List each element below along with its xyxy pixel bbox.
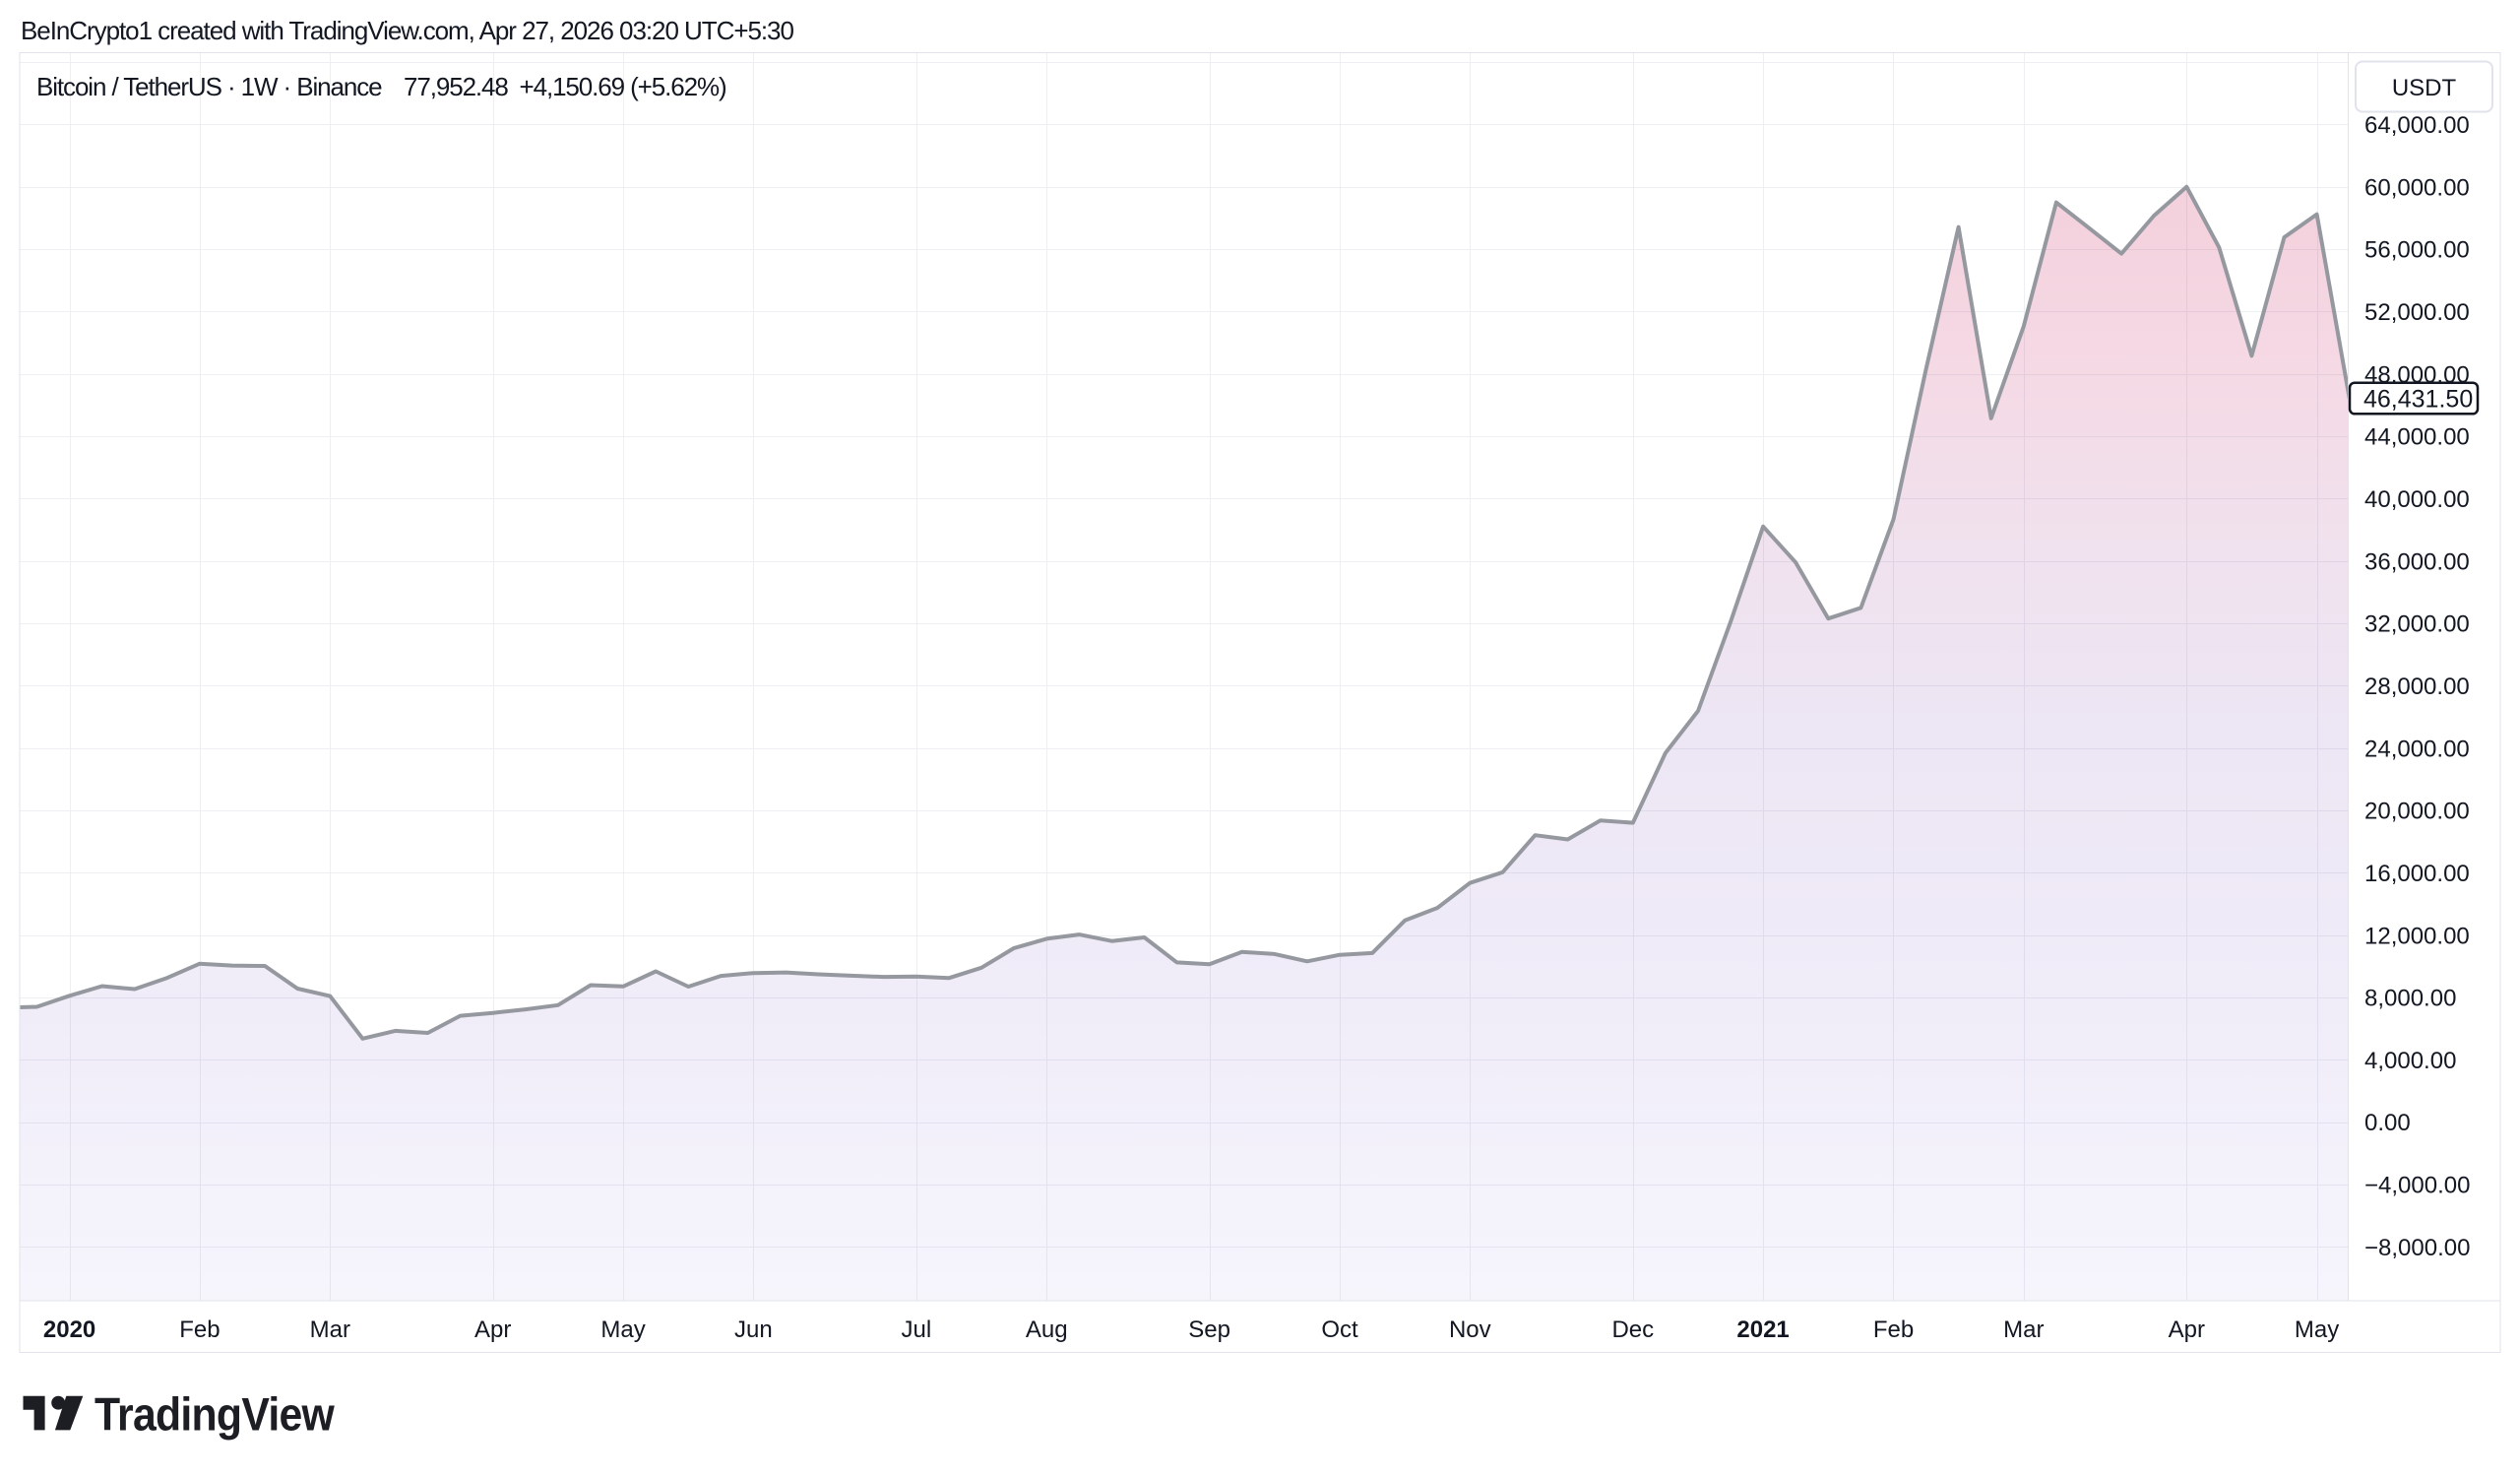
svg-text:Apr: Apr	[474, 1316, 511, 1343]
svg-text:56,000.00: 56,000.00	[2364, 237, 2470, 264]
svg-text:Oct: Oct	[1321, 1316, 1358, 1343]
svg-text:8,000.00: 8,000.00	[2364, 986, 2456, 1012]
svg-text:Feb: Feb	[179, 1316, 220, 1343]
svg-text:Mar: Mar	[310, 1316, 350, 1343]
svg-text:52,000.00: 52,000.00	[2364, 299, 2470, 326]
svg-text:24,000.00: 24,000.00	[2364, 736, 2470, 762]
svg-text:May: May	[600, 1316, 645, 1343]
svg-text:28,000.00: 28,000.00	[2364, 674, 2470, 700]
svg-text:36,000.00: 36,000.00	[2364, 548, 2470, 575]
svg-text:40,000.00: 40,000.00	[2364, 486, 2470, 513]
svg-text:Sep: Sep	[1188, 1316, 1230, 1343]
svg-text:Aug: Aug	[1026, 1316, 1068, 1343]
svg-text:Nov: Nov	[1449, 1316, 1491, 1343]
svg-text:−4,000.00: −4,000.00	[2364, 1173, 2470, 1199]
svg-text:12,000.00: 12,000.00	[2364, 923, 2470, 949]
svg-text:Apr: Apr	[2169, 1316, 2205, 1343]
svg-text:20,000.00: 20,000.00	[2364, 799, 2470, 825]
svg-text:2020: 2020	[43, 1316, 95, 1343]
svg-text:Dec: Dec	[1611, 1316, 1654, 1343]
svg-text:77,952.48: 77,952.48	[404, 72, 508, 101]
svg-text:Bitcoin / TetherUS · 1W · Bina: Bitcoin / TetherUS · 1W · Binance	[36, 72, 382, 101]
svg-text:Mar: Mar	[2003, 1316, 2044, 1343]
svg-text:Jun: Jun	[734, 1316, 773, 1343]
svg-text:May: May	[2295, 1316, 2339, 1343]
svg-text:TradingView: TradingView	[94, 1388, 336, 1441]
svg-text:BeInCrypto1 created with Tradi: BeInCrypto1 created with TradingView.com…	[21, 16, 793, 45]
svg-text:46,431.50: 46,431.50	[2363, 386, 2473, 414]
svg-text:USDT: USDT	[2392, 75, 2457, 101]
svg-text:0.00: 0.00	[2364, 1110, 2411, 1136]
svg-text:16,000.00: 16,000.00	[2364, 861, 2470, 887]
svg-text:Jul: Jul	[902, 1316, 932, 1343]
svg-text:32,000.00: 32,000.00	[2364, 611, 2470, 638]
svg-text:−8,000.00: −8,000.00	[2364, 1235, 2470, 1261]
svg-text:4,000.00: 4,000.00	[2364, 1048, 2456, 1074]
svg-text:64,000.00: 64,000.00	[2364, 112, 2470, 139]
svg-text:+4,150.69 (+5.62%): +4,150.69 (+5.62%)	[520, 72, 726, 101]
svg-text:44,000.00: 44,000.00	[2364, 424, 2470, 451]
svg-text:60,000.00: 60,000.00	[2364, 174, 2470, 201]
svg-text:Feb: Feb	[1873, 1316, 1914, 1343]
svg-text:2021: 2021	[1736, 1316, 1789, 1343]
